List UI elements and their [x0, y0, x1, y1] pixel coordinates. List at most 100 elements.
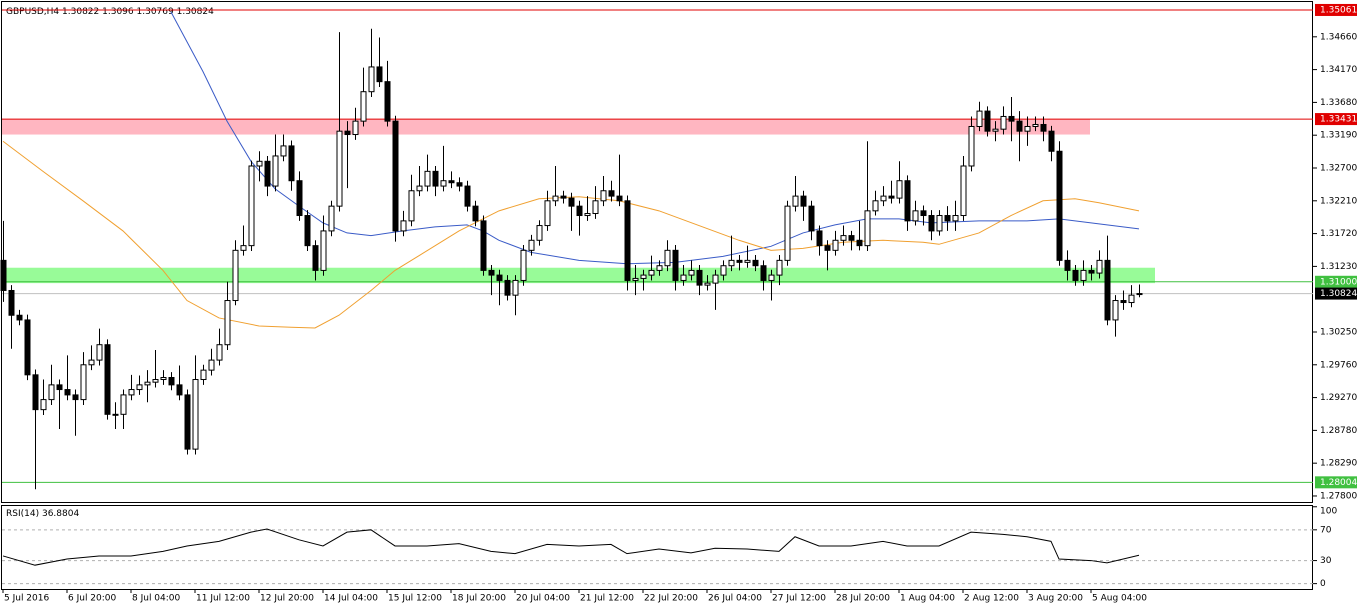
- candle-body: [392, 120, 399, 232]
- close: 1.30824: [177, 7, 214, 17]
- level-label: 1.30824: [1320, 289, 1357, 299]
- candle-body: [128, 389, 135, 396]
- candle-body: [144, 381, 151, 386]
- candle-body: [736, 259, 743, 263]
- candle-body: [616, 195, 623, 202]
- candle-body: [744, 259, 751, 263]
- candle-body: [608, 190, 615, 197]
- candle-body: [320, 230, 327, 271]
- candle-body: [664, 249, 671, 267]
- candle-body: [504, 279, 511, 296]
- candle-body: [976, 110, 983, 127]
- candle-body: [16, 314, 23, 321]
- candle-body: [728, 259, 735, 267]
- candle-body: [720, 265, 727, 276]
- candle-body: [24, 319, 31, 376]
- x-tick-label: 27 Jul 12:00: [772, 594, 826, 604]
- x-tick-label: 8 Jul 04:00: [132, 594, 181, 604]
- candle-body: [376, 66, 383, 83]
- candle-body: [952, 215, 959, 222]
- y-tick-label: 1.29760: [1320, 360, 1357, 370]
- candle-body: [792, 195, 799, 207]
- y-tick-label: 1.33190: [1320, 131, 1357, 141]
- candle-body: [696, 269, 703, 286]
- candle-body: [944, 215, 951, 222]
- level-label: 1.33431: [1320, 115, 1357, 125]
- candle-body: [280, 145, 287, 157]
- candle-body: [832, 239, 839, 251]
- candle-body: [880, 195, 887, 202]
- candle-body: [272, 155, 279, 187]
- candle-body: [328, 205, 335, 232]
- candle-body: [112, 413, 119, 416]
- candle-body: [592, 200, 599, 215]
- candle-body: [400, 220, 407, 232]
- candle-body: [120, 394, 127, 415]
- candle-body: [352, 120, 359, 136]
- candle-body: [520, 249, 527, 281]
- y-tick-label: 1.29270: [1320, 393, 1357, 403]
- level-label-box: [1315, 113, 1357, 126]
- high: 1.3096: [102, 7, 134, 17]
- x-tick-label: 12 Jul 20:00: [260, 594, 314, 604]
- candle-body: [216, 344, 223, 361]
- candle-body: [776, 259, 783, 276]
- y-tick-label: 1.28780: [1320, 426, 1357, 436]
- candle-body: [984, 110, 991, 132]
- candle-body: [552, 195, 559, 202]
- candle-body: [136, 384, 143, 391]
- x-tick-label: 15 Jul 12:00: [388, 594, 442, 604]
- level-label: 1.35061: [1320, 5, 1357, 15]
- candle-body: [264, 160, 271, 187]
- candle-body: [48, 384, 55, 401]
- candle-body: [240, 245, 247, 251]
- moving-average: [2, 140, 1140, 329]
- x-tick-label: 21 Jul 12:00: [580, 594, 634, 604]
- x-tick-label: 6 Jul 20:00: [68, 594, 117, 604]
- level-label-box: [1315, 476, 1357, 489]
- candle-body: [440, 180, 447, 187]
- candle-body: [184, 394, 191, 450]
- x-tick-label: 11 Jul 12:00: [196, 594, 250, 604]
- y-tick-label: 1.34170: [1320, 65, 1357, 75]
- candle-body: [904, 180, 911, 222]
- candle-body: [96, 344, 103, 361]
- rsi-last: 36.8804: [42, 509, 79, 519]
- candle-body: [1032, 123, 1039, 127]
- candle-body: [1096, 259, 1103, 274]
- rsi-line: [2, 528, 1140, 566]
- candle-body: [32, 374, 39, 411]
- candle-body: [856, 239, 863, 247]
- candle-body: [1080, 269, 1087, 281]
- x-tick-label: 22 Jul 20:00: [644, 594, 698, 604]
- rsi-tick-label: 0: [1320, 579, 1326, 589]
- candle-body: [960, 165, 967, 217]
- candle-body: [704, 282, 711, 286]
- rsi-tick-label: 100: [1320, 507, 1337, 517]
- candle-body: [432, 170, 439, 187]
- candle-body: [1024, 125, 1031, 132]
- candle-body: [160, 377, 167, 381]
- candle-body: [968, 125, 975, 167]
- candle-body: [912, 210, 919, 222]
- y-tick-label: 1.33680: [1320, 98, 1357, 108]
- candle-body: [464, 185, 471, 207]
- candle-body: [936, 215, 943, 232]
- candle-body: [80, 364, 87, 401]
- candle-body: [8, 289, 15, 316]
- candle-body: [768, 274, 775, 281]
- candle-body: [256, 160, 263, 167]
- candle-body: [712, 274, 719, 284]
- candle-body: [824, 245, 831, 251]
- candle-body: [896, 180, 903, 199]
- candle-body: [0, 259, 7, 291]
- candle-body: [192, 379, 199, 450]
- candle-body: [88, 359, 95, 366]
- x-tick-label: 20 Jul 04:00: [516, 594, 570, 604]
- candle-body: [632, 277, 639, 281]
- candle-body: [448, 180, 455, 184]
- candle-body: [920, 210, 927, 217]
- candle-body: [424, 170, 431, 187]
